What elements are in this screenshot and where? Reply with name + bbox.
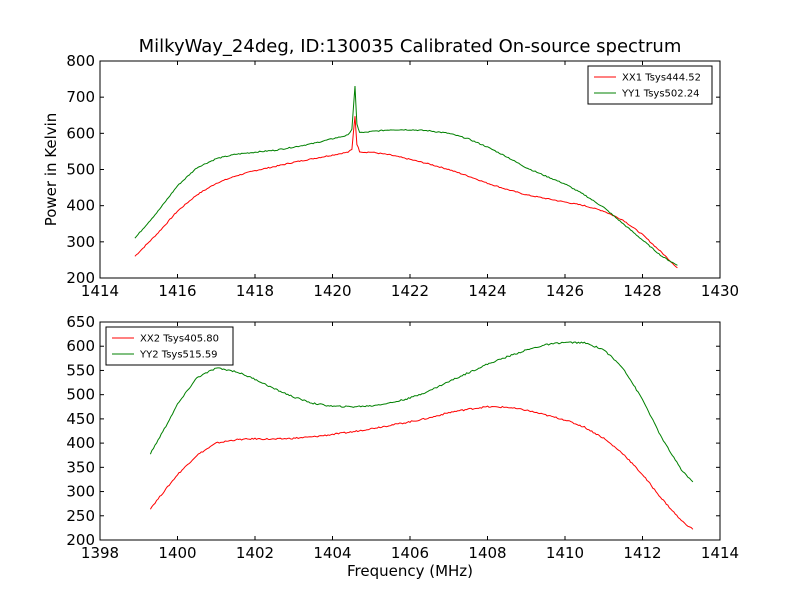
x-tick-label: 1400 bbox=[158, 544, 196, 562]
y-tick-label: 800 bbox=[66, 52, 95, 70]
x-tick-label: 1398 bbox=[81, 544, 119, 562]
x-axis-label: Frequency (MHz) bbox=[347, 562, 473, 580]
legend: XX1 Tsys444.52 YY1 Tsys502.24 bbox=[587, 65, 713, 105]
x-tick-label: 1422 bbox=[391, 282, 429, 300]
top-plot: 1414 1416 1418 1420 1422 1424 1426 1428 1430 200 3… bbox=[42, 52, 739, 300]
y-tick-label: 200 bbox=[66, 269, 95, 287]
legend-box bbox=[587, 65, 713, 105]
x-tick-label: 1402 bbox=[236, 544, 274, 562]
x-tick-label: 1418 bbox=[236, 282, 274, 300]
y-tick-label: 600 bbox=[66, 337, 95, 355]
bottom-plot: 1398 1400 1402 1404 1406 1408 1410 1412 1414 200 2… bbox=[66, 313, 739, 580]
y-tick-label: 350 bbox=[66, 458, 95, 476]
x-tick-label: 1408 bbox=[468, 544, 506, 562]
x-tick-label: 1416 bbox=[158, 282, 196, 300]
legend: XX2 Tsys405.80 YY2 Tsys515.59 bbox=[105, 326, 234, 366]
x-tick-label: 1406 bbox=[391, 544, 429, 562]
y-tick-label: 700 bbox=[66, 88, 95, 106]
legend-entry-label: YY2 Tsys515.59 bbox=[139, 350, 218, 361]
y-tick-label: 300 bbox=[66, 483, 95, 501]
y-tick-label: 550 bbox=[66, 361, 95, 379]
x-tick-label: 1410 bbox=[546, 544, 584, 562]
x-tick-label: 1412 bbox=[623, 544, 661, 562]
x-tick-label: 1426 bbox=[546, 282, 584, 300]
y-tick-label: 250 bbox=[66, 507, 95, 525]
y-tick-label: 200 bbox=[66, 531, 95, 549]
y-tick-label: 300 bbox=[66, 233, 95, 251]
x-tick-label: 1428 bbox=[623, 282, 661, 300]
legend-box bbox=[105, 326, 234, 366]
y-tick-label: 500 bbox=[66, 161, 95, 179]
y-tick-label: 650 bbox=[66, 313, 95, 331]
legend-entry-label: XX2 Tsys405.80 bbox=[140, 334, 219, 345]
y-tick-label: 500 bbox=[66, 386, 95, 404]
x-tick-label: 1430 bbox=[701, 282, 739, 300]
y-tick-label: 400 bbox=[66, 197, 95, 215]
y-tick-label: 600 bbox=[66, 124, 95, 142]
legend-entry-label: YY1 Tsys502.24 bbox=[621, 89, 700, 100]
figure-title: MilkyWay_24deg, ID:130035 Calibrated On-… bbox=[139, 36, 682, 57]
x-tick-label: 1424 bbox=[468, 282, 506, 300]
series-line-xx1 bbox=[134, 116, 678, 269]
series-line-yy1 bbox=[134, 85, 678, 266]
x-tick-label: 1414 bbox=[701, 544, 739, 562]
series-line-yy2 bbox=[149, 341, 694, 483]
y-axis-label: Power in Kelvin bbox=[42, 113, 60, 227]
y-tick-label: 400 bbox=[66, 434, 95, 452]
legend-entry-label: XX1 Tsys444.52 bbox=[622, 73, 701, 84]
y-tick-label: 450 bbox=[66, 410, 95, 428]
x-tick-label: 1404 bbox=[313, 544, 351, 562]
x-tick-label: 1414 bbox=[81, 282, 119, 300]
series-line-xx2 bbox=[149, 405, 694, 530]
x-tick-label: 1420 bbox=[313, 282, 351, 300]
